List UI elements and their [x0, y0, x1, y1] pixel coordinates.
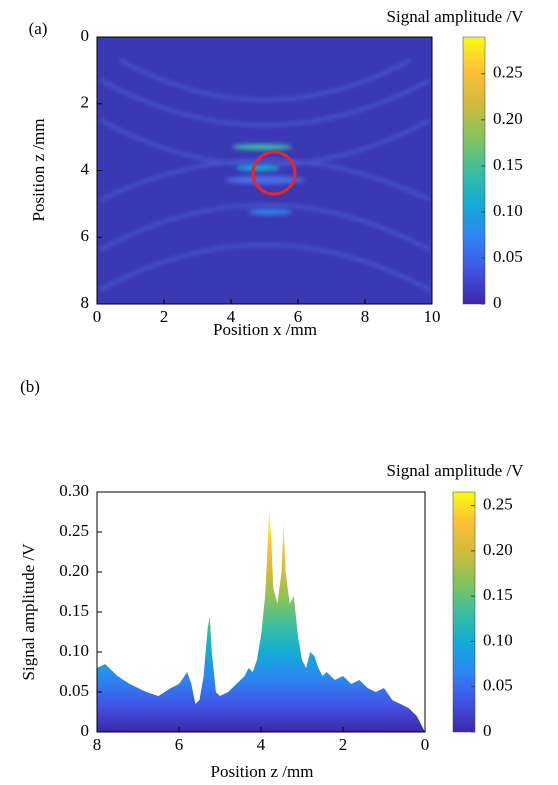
area [97, 508, 425, 732]
x-tick-label: 4 [257, 735, 266, 754]
y-axis-label: Position z /mm [29, 119, 48, 222]
colorbar-tick-label: 0.15 [493, 155, 523, 174]
colorbar-tick-label: 0.15 [483, 585, 513, 604]
panel-label: (b) [20, 377, 40, 396]
colorbar-tick-label: 0.05 [493, 247, 523, 266]
y-tick-label: 0.20 [59, 561, 89, 580]
colorbar [462, 36, 486, 305]
colorbar [452, 491, 476, 733]
colorbar-title: Signal amplitude /V [387, 7, 525, 26]
y-tick-label: 0.15 [59, 601, 89, 620]
y-tick-label: 4 [81, 159, 90, 178]
y-tick-label: 0.10 [59, 641, 89, 660]
y-tick-label: 0 [81, 26, 90, 45]
colorbar-tick-label: 0.10 [483, 630, 513, 649]
colorbar-tick-label: 0 [493, 293, 502, 312]
colorbar-tick-label: 0.25 [483, 494, 513, 513]
y-tick-label: 0.25 [59, 521, 89, 540]
x-tick-label: 2 [339, 735, 348, 754]
x-tick-label: 2 [160, 307, 169, 326]
colorbar-tick-label: 0.05 [483, 676, 513, 695]
y-tick-label: 6 [81, 226, 90, 245]
colorbar-tick-label: 0.10 [493, 201, 523, 220]
y-tick-label: 0 [81, 721, 90, 740]
y-axis-label: Signal amplitude /V [19, 543, 38, 681]
x-axis-label: Position x /mm [213, 320, 317, 339]
colorbar-tick-label: 0.25 [493, 63, 523, 82]
y-tick-label: 8 [81, 293, 90, 312]
y-tick-label: 0.05 [59, 681, 89, 700]
panel-label: (a) [29, 19, 48, 38]
x-tick-label: 0 [421, 735, 430, 754]
y-tick-label: 2 [81, 93, 90, 112]
target-circle [251, 150, 297, 196]
x-tick-label: 8 [361, 307, 370, 326]
colorbar-tick-label: 0.20 [483, 540, 513, 559]
y-tick-label: 0.30 [59, 481, 89, 500]
x-tick-label: 8 [93, 735, 102, 754]
heatmap-image [97, 37, 432, 304]
x-tick-label: 6 [175, 735, 184, 754]
colorbar-title: Signal amplitude /V [387, 461, 525, 480]
x-tick-label: 6 [294, 307, 303, 326]
colorbar-tick-label: 0.20 [493, 109, 523, 128]
colorbar-tick-label: 0 [483, 721, 492, 740]
x-tick-label: 0 [93, 307, 102, 326]
x-tick-label: 10 [424, 307, 441, 326]
x-tick-label: 4 [227, 307, 236, 326]
x-axis-label: Position z /mm [211, 762, 314, 781]
